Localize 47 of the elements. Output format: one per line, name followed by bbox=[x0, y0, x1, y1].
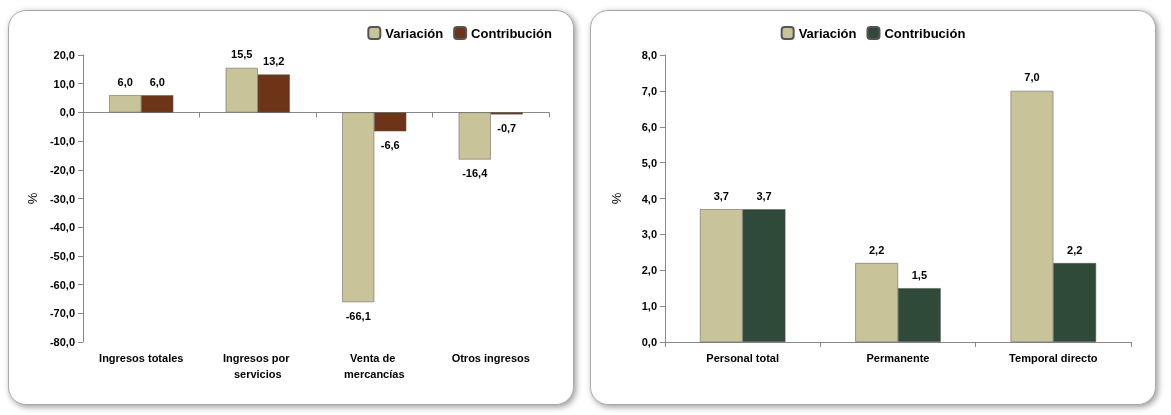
y-tick-label: 8,0 bbox=[641, 49, 657, 61]
y-tick-label: 5,0 bbox=[641, 156, 657, 169]
y-tick-label: -40,0 bbox=[49, 221, 75, 234]
x-tick-label: Personal total bbox=[706, 352, 780, 364]
y-tick-label: 4,0 bbox=[641, 192, 657, 205]
y-tick-label: 20,0 bbox=[53, 49, 75, 61]
data-label: 2,2 bbox=[1067, 243, 1083, 256]
y-tick-label: 0,0 bbox=[59, 106, 75, 119]
x-tick-label: Ingresos por servicios bbox=[222, 352, 293, 380]
x-tick-label: Ingresos totales bbox=[99, 352, 184, 364]
legend-label: Variación bbox=[798, 25, 857, 41]
y-tick-label: 6,0 bbox=[641, 120, 657, 133]
data-label: -0,7 bbox=[497, 121, 517, 134]
y-tick-label: 10,0 bbox=[53, 77, 75, 90]
data-label: 2,2 bbox=[868, 243, 885, 256]
x-tick-label: Permanente bbox=[866, 352, 930, 364]
y-tick-label: 3,0 bbox=[641, 228, 657, 241]
y-tick-label: -30,0 bbox=[49, 192, 75, 205]
y-tick-label: -10,0 bbox=[49, 135, 75, 148]
data-label: -66,1 bbox=[345, 309, 371, 322]
data-label: 7,0 bbox=[1024, 71, 1040, 84]
data-label: 3,7 bbox=[756, 189, 772, 202]
data-label: 6,0 bbox=[149, 75, 165, 88]
x-tick-label: Temporal directo bbox=[1009, 352, 1098, 364]
y-tick-label: 0,0 bbox=[641, 336, 657, 348]
y-tick-label: -60,0 bbox=[49, 278, 75, 291]
y-tick-label: 2,0 bbox=[641, 264, 657, 277]
legend-label: Contribución bbox=[884, 25, 966, 41]
y-tick-label: -70,0 bbox=[49, 307, 75, 320]
legend-label: Contribución bbox=[471, 25, 553, 41]
x-tick-label: Otros ingresos bbox=[451, 352, 530, 364]
y-tick-label: 7,0 bbox=[641, 84, 657, 97]
data-label: 3,7 bbox=[713, 189, 729, 202]
data-label: 15,5 bbox=[231, 48, 253, 61]
data-label: 1,5 bbox=[911, 268, 928, 281]
legend-label: Variación bbox=[385, 25, 444, 41]
data-label: -16,4 bbox=[462, 166, 489, 179]
y-tick-label: -80,0 bbox=[49, 336, 75, 348]
y-tick-label: -20,0 bbox=[49, 163, 75, 176]
x-tick-label: Venta de mercancías bbox=[343, 352, 405, 380]
data-label: 6,0 bbox=[117, 75, 133, 88]
data-label: 13,2 bbox=[263, 55, 285, 68]
y-tick-label: -50,0 bbox=[49, 249, 75, 262]
data-label: -6,6 bbox=[380, 138, 400, 151]
y-axis-title: % bbox=[25, 192, 41, 205]
y-axis-title: % bbox=[609, 192, 624, 205]
y-tick-label: 1,0 bbox=[641, 300, 657, 313]
